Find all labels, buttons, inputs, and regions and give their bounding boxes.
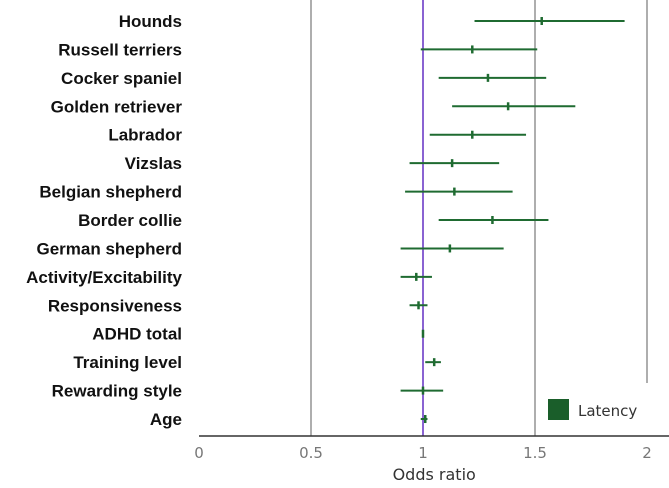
legend: Latency xyxy=(548,399,637,420)
legend-label-latency: Latency xyxy=(578,402,637,420)
x-tick-label-0: 0 xyxy=(194,444,204,462)
x-tick-label-0-5: 0.5 xyxy=(299,444,323,462)
category-label-vizslas: Vizslas xyxy=(125,154,182,173)
category-label-responsiveness: Responsiveness xyxy=(48,296,182,315)
x-tick-label-1: 1 xyxy=(418,444,428,462)
x-axis-title: Odds ratio xyxy=(393,465,476,484)
x-tick-label-2: 2 xyxy=(642,444,652,462)
category-label-adhd-total: ADHD total xyxy=(92,325,182,344)
category-label-german-shepherd: German shepherd xyxy=(37,239,183,258)
gridlines xyxy=(310,0,648,436)
category-label-russell-terriers: Russell terriers xyxy=(58,40,182,59)
category-label-belgian-shepherd: Belgian shepherd xyxy=(39,183,182,202)
category-label-training-level: Training level xyxy=(73,353,182,372)
category-label-cocker-spaniel: Cocker spaniel xyxy=(61,69,182,88)
legend-swatch-latency xyxy=(548,399,569,420)
x-axis-ticks: 0 0.5 1 1.5 2 xyxy=(194,444,652,462)
category-label-golden-retriever: Golden retriever xyxy=(51,97,183,116)
category-label-border-collie: Border collie xyxy=(78,211,182,230)
category-labels: Hounds Russell terriers Cocker spaniel Gold… xyxy=(26,12,182,429)
category-label-hounds: Hounds xyxy=(119,12,182,31)
category-label-activity-excitability: Activity/Excitability xyxy=(26,268,182,287)
confidence-intervals xyxy=(400,17,625,424)
category-label-labrador: Labrador xyxy=(108,126,182,145)
x-tick-label-1-5: 1.5 xyxy=(523,444,547,462)
category-label-age: Age xyxy=(150,410,182,429)
category-label-rewarding-style: Rewarding style xyxy=(52,382,182,401)
